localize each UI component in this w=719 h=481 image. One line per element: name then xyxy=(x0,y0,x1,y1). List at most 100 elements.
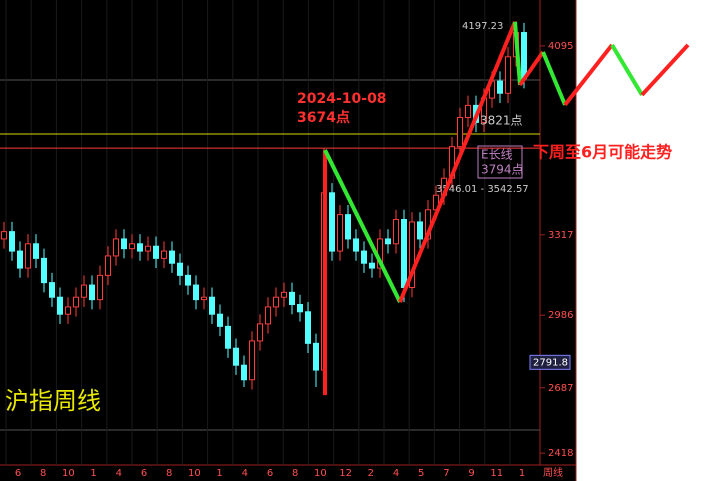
period-label: 周线 xyxy=(543,466,563,479)
annotation-box xyxy=(477,145,523,179)
candle-body xyxy=(241,364,247,381)
y-tick-label: 2687 xyxy=(548,383,573,394)
candle-body xyxy=(137,243,143,252)
candle-body xyxy=(265,306,271,325)
candle-body xyxy=(305,311,311,344)
candle-body xyxy=(209,296,215,315)
candle-body xyxy=(65,306,71,315)
price-tag-label: 2791.8 xyxy=(533,357,568,368)
candle-body xyxy=(273,296,279,308)
candle-body xyxy=(297,303,303,313)
candle-body xyxy=(9,231,15,252)
x-tick-label: 1 xyxy=(519,468,525,479)
candle-body xyxy=(289,291,295,305)
candle-body xyxy=(233,347,239,366)
candle-body xyxy=(161,250,167,259)
x-tick-label: 10 xyxy=(314,468,327,479)
candle-body xyxy=(97,274,103,301)
candle-body xyxy=(33,243,39,259)
candle-body xyxy=(17,250,23,269)
x-tick-label: 9 xyxy=(468,468,474,479)
trend-segment xyxy=(518,50,545,87)
candle-body xyxy=(369,262,375,269)
candle-body xyxy=(193,284,199,301)
candle-body xyxy=(201,296,207,301)
x-tick-label: 12 xyxy=(339,468,352,479)
trend-segment xyxy=(610,43,644,96)
x-tick-label: 1 xyxy=(216,468,222,479)
candle-body xyxy=(217,313,223,327)
candle-body xyxy=(401,219,407,288)
candle-body xyxy=(1,231,7,240)
candle-body xyxy=(417,221,423,240)
candle-body xyxy=(257,323,263,342)
chart-title: 沪指周线 xyxy=(5,387,101,415)
x-tick-label: 6 xyxy=(141,468,147,479)
x-tick-label: 8 xyxy=(292,468,298,479)
candle-body xyxy=(153,245,159,259)
candle-body xyxy=(345,214,351,240)
annotation: 3674点 xyxy=(297,109,350,126)
candle-body xyxy=(353,238,359,252)
candle-body xyxy=(385,238,391,245)
x-tick-label: 6 xyxy=(267,468,273,479)
trend-segment xyxy=(323,149,402,303)
candle-body xyxy=(113,238,119,257)
candle-body xyxy=(505,56,511,94)
x-tick-label: 4 xyxy=(242,468,248,479)
trend-segment xyxy=(513,21,522,86)
price-tag xyxy=(529,354,571,370)
candle-body xyxy=(409,221,415,288)
trend-segment xyxy=(563,43,614,107)
candle-body xyxy=(81,284,87,298)
annotation: E长线 xyxy=(481,148,513,162)
x-tick-label: 6 xyxy=(15,468,21,479)
candle-body xyxy=(337,214,343,252)
candle-body xyxy=(465,104,471,119)
candle-body xyxy=(73,296,79,308)
candle-body xyxy=(25,243,31,269)
candle-body xyxy=(329,192,335,252)
candle-body xyxy=(185,274,191,286)
annotation: 4197.23 xyxy=(462,21,503,32)
annotation: 3821点 xyxy=(480,114,523,128)
candle-body xyxy=(57,296,63,315)
x-tick-label: 10 xyxy=(62,468,75,479)
candle-body xyxy=(49,282,55,298)
y-tick-label: 2986 xyxy=(548,310,573,321)
candle-body xyxy=(361,250,367,264)
trend-segment xyxy=(398,21,517,303)
candle-body xyxy=(41,257,47,284)
x-tick-label: 4 xyxy=(393,468,399,479)
x-tick-label: 4 xyxy=(116,468,122,479)
trend-segment xyxy=(541,51,567,106)
x-tick-label: 8 xyxy=(40,468,46,479)
candle-body xyxy=(225,325,231,349)
x-tick-label: 1 xyxy=(90,468,96,479)
annotation: 3546.01 - 3542.57 xyxy=(436,184,529,195)
candle-body xyxy=(249,340,255,381)
candle-body xyxy=(457,117,463,148)
candle-body xyxy=(145,245,151,252)
candle-body xyxy=(177,262,183,276)
y-tick-label: 3317 xyxy=(548,230,573,241)
candle-body xyxy=(313,342,319,371)
candle-body xyxy=(521,32,527,80)
candle-body xyxy=(89,284,95,301)
x-tick-label: 11 xyxy=(490,468,503,479)
candle-body xyxy=(169,250,175,264)
candle-body xyxy=(129,243,135,250)
forecast-title: 下周至6月可能走势 xyxy=(533,143,672,162)
y-tick-label: 2418 xyxy=(548,448,573,459)
annotation: 3794点 xyxy=(481,163,524,177)
candle-body xyxy=(121,238,127,250)
candle-body xyxy=(105,255,111,276)
annotation: 2024-10-08 xyxy=(297,91,387,107)
x-tick-label: 7 xyxy=(443,468,449,479)
x-tick-label: 10 xyxy=(188,468,201,479)
x-tick-label: 2 xyxy=(368,468,374,479)
x-tick-label: 8 xyxy=(166,468,172,479)
candle-body xyxy=(281,291,287,298)
